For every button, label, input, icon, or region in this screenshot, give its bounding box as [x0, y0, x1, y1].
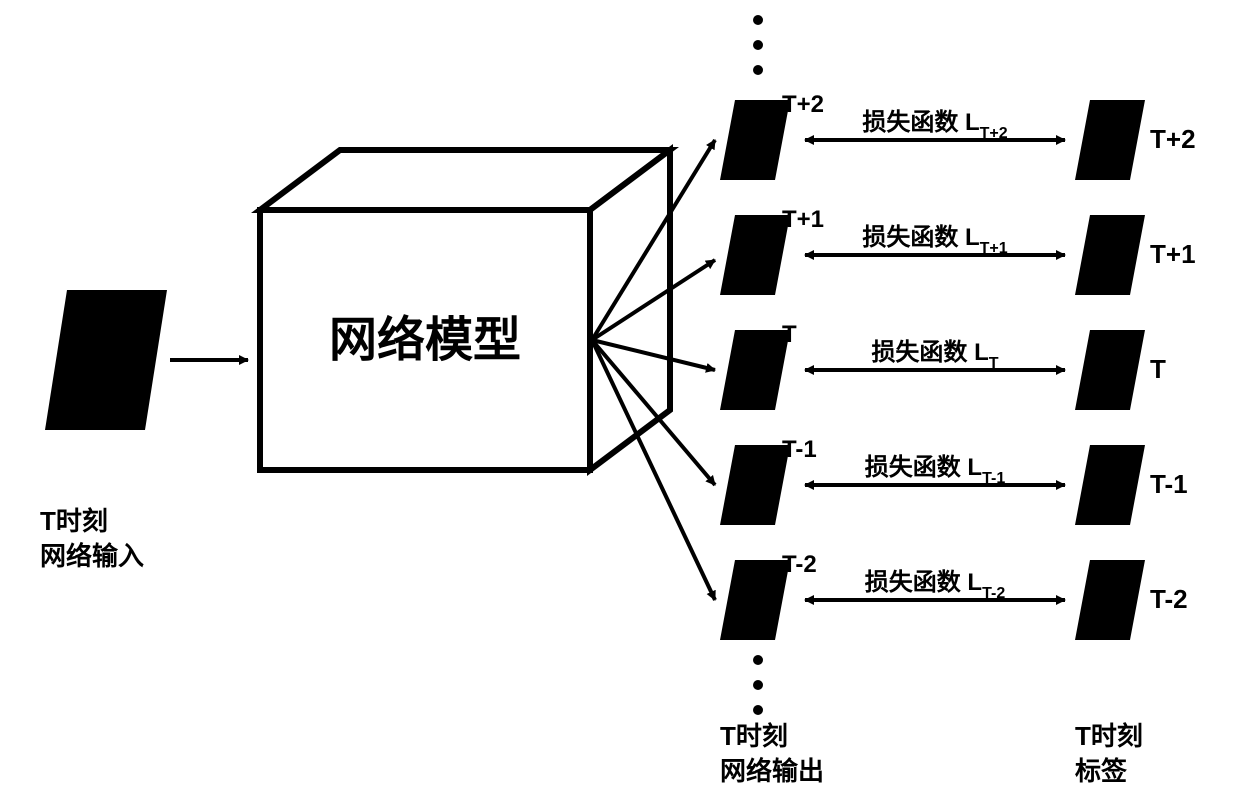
svg-text:网络输入: 网络输入 [40, 541, 144, 571]
ellipsis-dot [753, 705, 763, 715]
svg-text:T时刻: T时刻 [720, 721, 788, 751]
svg-text:T-2: T-2 [1150, 584, 1188, 614]
svg-text:T+2: T+2 [782, 91, 824, 118]
svg-text:T+1: T+1 [1150, 239, 1196, 269]
svg-text:T: T [782, 321, 797, 348]
svg-text:T时刻: T时刻 [1075, 721, 1143, 751]
ellipsis-dot [753, 655, 763, 665]
ellipsis-dot [753, 680, 763, 690]
svg-text:网络输出: 网络输出 [720, 756, 824, 786]
svg-text:T-2: T-2 [782, 551, 817, 578]
svg-text:T+2: T+2 [1150, 124, 1196, 154]
ellipsis-dot [753, 40, 763, 50]
ellipsis-dot [753, 65, 763, 75]
svg-text:T+1: T+1 [782, 206, 824, 233]
svg-text:T-1: T-1 [782, 436, 817, 463]
svg-text:标签: 标签 [1075, 756, 1128, 786]
svg-text:T时刻: T时刻 [40, 506, 108, 536]
svg-text:T: T [1150, 354, 1166, 384]
svg-text:T-1: T-1 [1150, 469, 1188, 499]
svg-text:网络模型: 网络模型 [329, 313, 521, 367]
ellipsis-dot [753, 15, 763, 25]
